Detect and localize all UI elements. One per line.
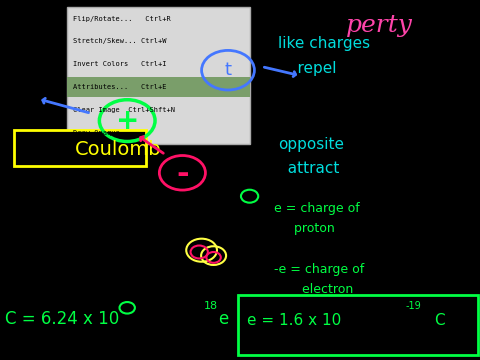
Text: Stretch/Skew... Ctrl+W: Stretch/Skew... Ctrl+W: [73, 39, 167, 44]
Text: -19: -19: [406, 301, 421, 311]
Text: -: -: [176, 160, 189, 189]
Text: C: C: [434, 312, 445, 328]
Text: like charges
    repel: like charges repel: [278, 36, 371, 76]
FancyBboxPatch shape: [67, 77, 250, 97]
Text: perty: perty: [346, 14, 412, 37]
Text: Coulomb: Coulomb: [74, 140, 161, 159]
Text: opposite
  attract: opposite attract: [278, 137, 344, 176]
Text: 18: 18: [204, 301, 218, 311]
Text: Attributes...   Ctrl+E: Attributes... Ctrl+E: [73, 84, 167, 90]
Text: Flip/Rotate...   Ctrl+R: Flip/Rotate... Ctrl+R: [73, 15, 171, 22]
Text: e: e: [218, 310, 228, 328]
Text: e = charge of
     proton: e = charge of proton: [274, 202, 360, 235]
Text: e = 1.6 x 10: e = 1.6 x 10: [247, 312, 341, 328]
Text: Draw Opaque: Draw Opaque: [73, 130, 120, 136]
Text: C = 6.24 x 10: C = 6.24 x 10: [5, 310, 119, 328]
Text: -e = charge of
       electron: -e = charge of electron: [274, 263, 364, 296]
Text: +: +: [116, 107, 139, 135]
Text: Clear Image  Ctrl+Shft+N: Clear Image Ctrl+Shft+N: [73, 107, 175, 113]
Text: t: t: [225, 61, 231, 79]
Text: Invert Colors   Ctrl+I: Invert Colors Ctrl+I: [73, 61, 167, 67]
FancyBboxPatch shape: [67, 7, 250, 144]
FancyBboxPatch shape: [14, 130, 146, 166]
FancyBboxPatch shape: [238, 295, 478, 355]
